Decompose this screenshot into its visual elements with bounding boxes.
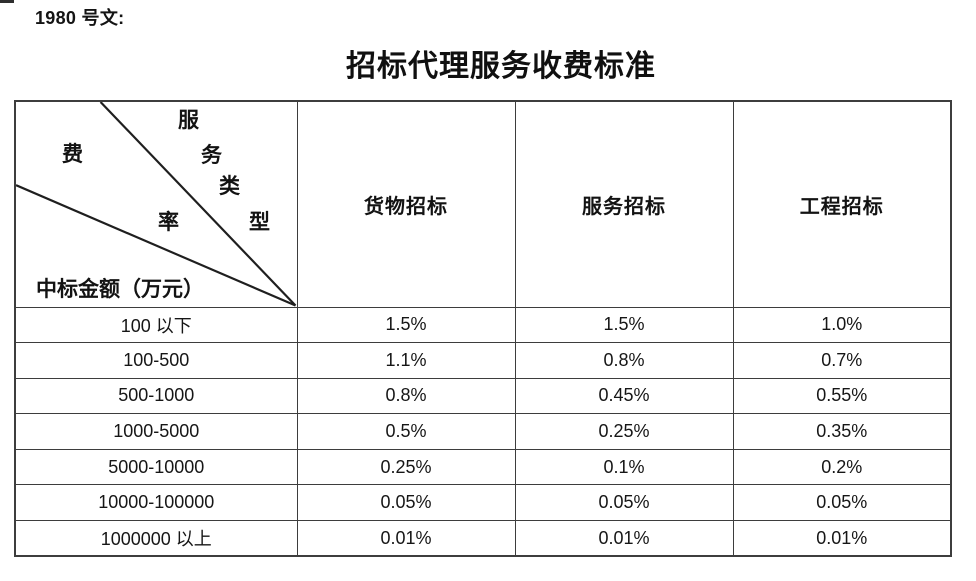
rate-cell: 1.1% [296, 342, 516, 379]
rate-cell: 0.01% [514, 520, 734, 557]
rate-cell: 0.01% [296, 520, 516, 557]
header-row: 服 务 类 型 费 率 中标金额（万元） 货物招标 服务招标 工程招标 [14, 100, 952, 308]
amount-range-cell: 5000-10000 [14, 448, 298, 486]
rate-cell: 0.7% [732, 342, 952, 379]
amount-range-cell: 10000-100000 [14, 484, 298, 522]
column-header-works: 工程招标 [732, 100, 952, 308]
column-header-goods: 货物招标 [296, 100, 516, 308]
rate-cell: 1.5% [296, 306, 516, 344]
amount-range-cell: 100 以下 [14, 306, 298, 344]
table-corner-cell: 服 务 类 型 费 率 中标金额（万元） [14, 100, 298, 308]
corner-char-service-type-4: 型 [249, 210, 270, 234]
screen-edge-artifact [0, 0, 14, 3]
fee-table: 服 务 类 型 费 率 中标金额（万元） 货物招标 服务招标 工程招标 100 … [14, 100, 952, 558]
table-row: 1000-5000 0.5% 0.25% 0.35% [14, 413, 952, 450]
table-row: 500-1000 0.8% 0.45% 0.55% [14, 377, 952, 415]
rate-cell: 1.0% [732, 306, 952, 344]
rate-cell: 0.8% [514, 342, 734, 379]
rate-cell: 0.45% [514, 377, 734, 415]
corner-char-service-type-1: 服 [178, 108, 199, 132]
column-header-services: 服务招标 [514, 100, 734, 308]
amount-range-cell: 1000-5000 [14, 413, 298, 450]
amount-range-cell: 500-1000 [14, 377, 298, 415]
corner-char-service-type-2: 务 [201, 143, 222, 167]
rate-cell: 0.01% [732, 520, 952, 557]
table-row: 100-500 1.1% 0.8% 0.7% [14, 342, 952, 379]
corner-char-rate-2: 率 [158, 210, 179, 234]
diagonal-line-upper [99, 102, 297, 307]
corner-label-amount: 中标金额（万元） [36, 276, 204, 301]
rate-cell: 0.55% [732, 377, 952, 415]
corner-char-rate-1: 费 [62, 142, 83, 166]
table-row: 1000000 以上 0.01% 0.01% 0.01% [14, 520, 952, 557]
page-title: 招标代理服务收费标准 [346, 50, 656, 83]
document-number: 1980 号文: [35, 8, 125, 28]
table-row: 5000-10000 0.25% 0.1% 0.2% [14, 448, 952, 486]
rate-cell: 0.35% [732, 413, 952, 450]
amount-range-cell: 1000000 以上 [14, 520, 298, 557]
rate-cell: 0.1% [514, 448, 734, 486]
rate-cell: 0.2% [732, 448, 952, 486]
rate-cell: 0.5% [296, 413, 516, 450]
rate-cell: 0.05% [514, 484, 734, 522]
corner-char-service-type-3: 类 [219, 174, 240, 198]
diagonal-lines [16, 102, 297, 307]
rate-cell: 0.25% [514, 413, 734, 450]
table-row: 10000-100000 0.05% 0.05% 0.05% [14, 484, 952, 522]
rate-cell: 1.5% [514, 306, 734, 344]
rate-cell: 0.05% [732, 484, 952, 522]
diagonal-line-lower [16, 184, 296, 307]
rate-cell: 0.8% [296, 377, 516, 415]
table-row: 100 以下 1.5% 1.5% 1.0% [14, 306, 952, 344]
rate-cell: 0.25% [296, 448, 516, 486]
rate-cell: 0.05% [296, 484, 516, 522]
amount-range-cell: 100-500 [14, 342, 298, 379]
